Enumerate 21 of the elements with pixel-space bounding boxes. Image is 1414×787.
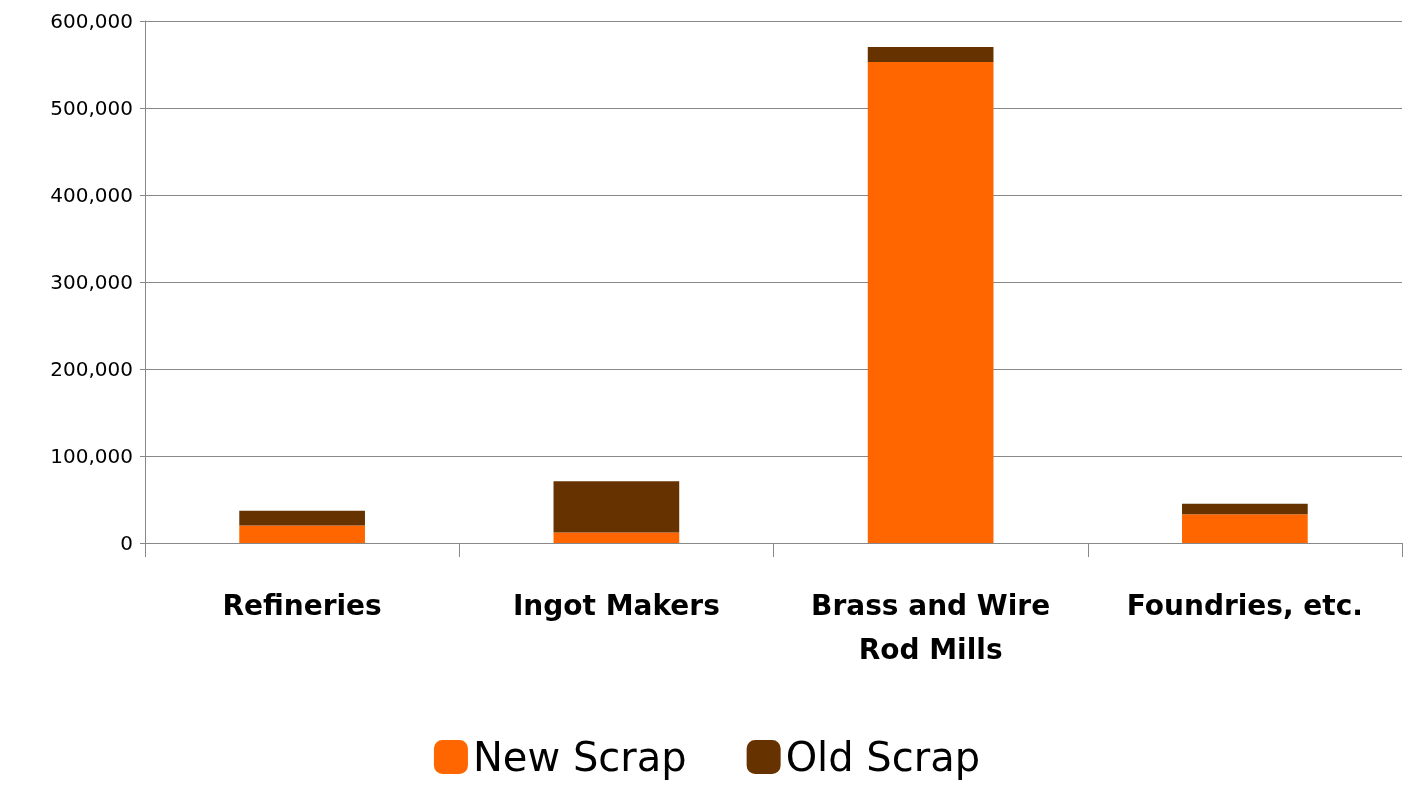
bar: [1182, 503, 1308, 515]
y-tick-label: 0: [120, 531, 133, 555]
y-tick-label: 100,000: [50, 444, 133, 468]
y-tick-label: 200,000: [50, 357, 133, 381]
y-tick-label: 500,000: [50, 96, 133, 120]
x-tick-label: Refineries: [222, 588, 382, 622]
x-tick-label: Ingot Makers: [512, 588, 720, 622]
y-tick-label: 600,000: [50, 9, 133, 33]
x-tick-label: Brass and Wire Rod Mills: [811, 588, 1051, 666]
x-tick-label: Foundries, etc.: [1126, 588, 1363, 622]
bar: [1182, 514, 1308, 543]
bar: [239, 525, 365, 543]
bar: [553, 481, 680, 533]
bar: [239, 510, 365, 526]
y-tick-label: 300,000: [50, 270, 133, 294]
y-tick-label: 400,000: [50, 183, 133, 207]
legend-label: Old Scrap: [785, 734, 981, 780]
legend-label: New Scrap: [472, 734, 687, 780]
bar: [867, 47, 994, 62]
bar: [867, 61, 994, 543]
bar: [553, 532, 680, 543]
